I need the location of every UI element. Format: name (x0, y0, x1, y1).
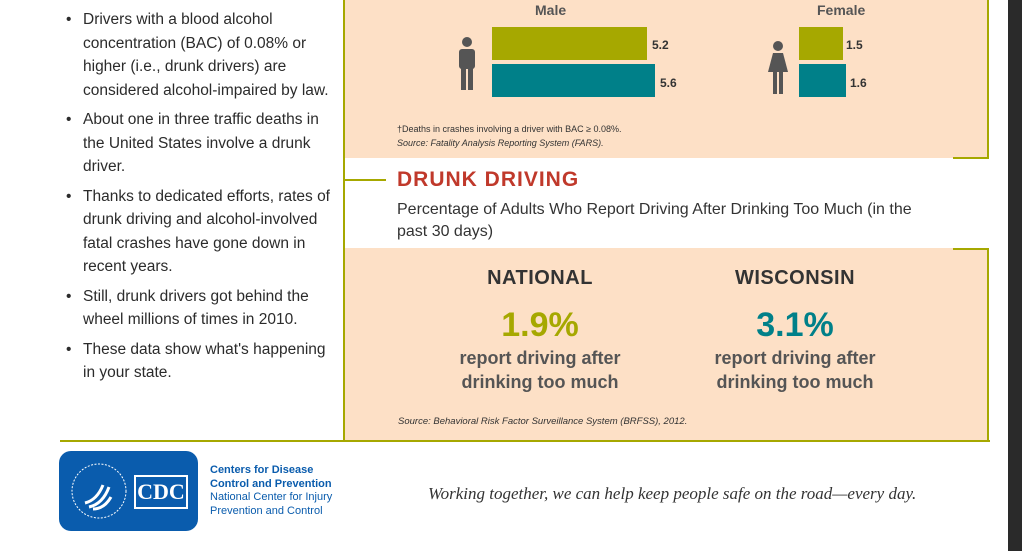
org-name: Centers for Disease Control and Preventi… (210, 464, 332, 518)
national-value: 1.9% (501, 306, 579, 344)
bullet-item: Thanks to dedicated efforts, rates of dr… (64, 185, 334, 279)
male-bar-2 (492, 64, 655, 97)
source: Source: Fatality Analysis Reporting Syst… (397, 138, 604, 148)
national-text: report driving after drinking too much (459, 348, 621, 392)
drunk-driving-panel: NATIONAL 1.9% report driving after drink… (345, 248, 988, 440)
male-label: Male (535, 2, 567, 18)
state-label: WISCONSIN (734, 267, 856, 289)
state-text: report driving after drinking too much (714, 348, 876, 392)
female-value-2: 1.6 (850, 76, 867, 90)
org-line-2: Control and Prevention (210, 477, 332, 490)
scrollbar[interactable] (1008, 0, 1022, 551)
female-value-1: 1.5 (846, 38, 863, 52)
male-icon (459, 37, 475, 90)
male-value-2: 5.6 (660, 76, 677, 90)
source: Source: Behavioral Risk Factor Surveilla… (398, 416, 688, 427)
divider (343, 0, 345, 441)
center-line-2: Prevention and Control (210, 504, 323, 517)
male-bar-1 (492, 27, 647, 60)
center-line-1: National Center for Injury (210, 491, 333, 503)
panel-border (987, 0, 989, 158)
bullet-item: These data show what's happening in your… (64, 338, 334, 385)
female-bar-2 (799, 64, 846, 97)
female-bar-1 (799, 27, 843, 60)
national-label: NATIONAL (487, 267, 593, 289)
state-value: 3.1% (756, 306, 834, 344)
deaths-panel: Male Female 5.2 5.6 1.5 1.6 †Deaths in c… (345, 0, 988, 158)
panel-border (953, 157, 989, 159)
male-value-1: 5.2 (652, 38, 669, 52)
panel-border (987, 248, 989, 440)
hhs-eagle-icon (71, 463, 127, 519)
cdc-wordmark: CDC (134, 475, 188, 509)
bullet-item: Drivers with a blood alcohol concentrati… (64, 8, 334, 102)
panel-border (953, 248, 989, 250)
female-label: Female (817, 2, 866, 18)
bullet-list: Drivers with a blood alcohol concentrati… (64, 8, 334, 391)
footnote: †Deaths in crashes involving a driver wi… (397, 124, 622, 134)
footer-divider (60, 440, 990, 442)
bullet-item: Still, drunk drivers got behind the whee… (64, 285, 334, 332)
org-line-1: Centers for Disease (210, 464, 314, 476)
tagline: Working together, we can help keep peopl… (428, 484, 917, 503)
female-icon (768, 41, 788, 94)
cdc-logo: CDC (59, 451, 198, 531)
section-connector (345, 179, 386, 181)
bullet-item: About one in three traffic deaths in the… (64, 108, 334, 179)
section-subtitle: Percentage of Adults Who Report Driving … (397, 201, 912, 240)
section-title: DRUNK DRIVING (397, 168, 580, 191)
